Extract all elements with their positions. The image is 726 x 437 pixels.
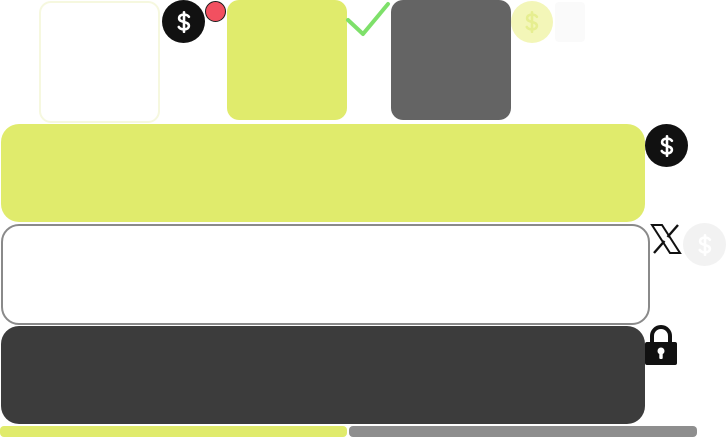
dollar-coin-icon[interactable] [645, 124, 688, 167]
placeholder-tile [555, 2, 585, 42]
card-lime[interactable] [1, 124, 645, 222]
dollar-coin-icon[interactable] [162, 0, 205, 43]
checkmark-icon [345, 0, 391, 38]
tile-blank[interactable] [39, 1, 160, 123]
dollar-coin-icon[interactable] [683, 223, 726, 266]
card-outline[interactable] [1, 224, 650, 325]
tile-lime[interactable] [227, 0, 347, 120]
tab-indicator-active[interactable] [0, 426, 347, 437]
lock-icon [643, 325, 679, 366]
x-logo-icon[interactable] [649, 222, 683, 256]
tile-gray[interactable] [391, 0, 511, 120]
dollar-coin-icon[interactable] [511, 1, 553, 43]
tab-indicator-inactive[interactable] [349, 426, 697, 437]
notification-dot-icon [205, 1, 226, 22]
card-dark[interactable] [1, 326, 645, 424]
